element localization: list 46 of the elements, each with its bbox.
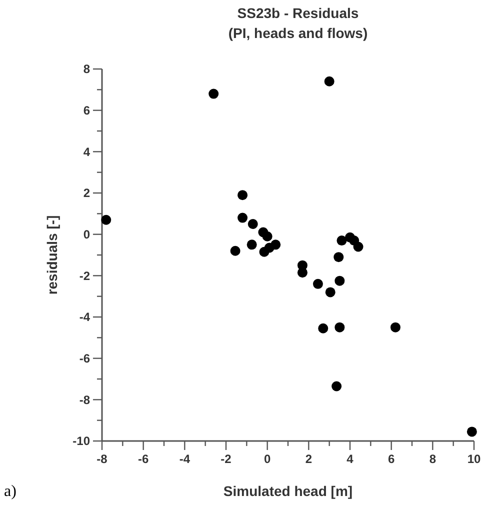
x-tick-label: -2 <box>220 452 232 466</box>
point <box>353 242 364 252</box>
x-tick-label: 0 <box>264 452 271 466</box>
point <box>390 322 400 332</box>
x-tick-label: -6 <box>138 452 149 466</box>
point <box>264 242 274 253</box>
y-axis-title: residuals [-] <box>44 215 60 295</box>
y-tick-label: 0 <box>83 228 90 242</box>
y-tick-label: -6 <box>79 352 90 366</box>
point <box>334 276 345 286</box>
point <box>297 268 308 278</box>
point <box>208 88 219 99</box>
point <box>238 212 248 223</box>
x-tick-label: 6 <box>388 452 395 466</box>
point <box>248 219 258 229</box>
x-tick-label: 2 <box>305 452 312 466</box>
point <box>312 278 323 289</box>
point <box>230 246 240 256</box>
point <box>325 287 336 298</box>
point <box>334 252 344 262</box>
y-tick-label: -10 <box>72 434 90 448</box>
point <box>318 323 328 334</box>
point <box>332 381 342 392</box>
point <box>466 426 477 437</box>
y-tick-label: 4 <box>83 144 90 159</box>
point <box>246 240 257 250</box>
y-tick-label: 2 <box>83 186 90 200</box>
point <box>334 322 345 332</box>
x-tick-label: 4 <box>346 452 354 466</box>
x-axis-title: Simulated head [m] <box>223 483 353 499</box>
y-tick-label: 8 <box>83 62 90 76</box>
x-tick-label: -4 <box>179 452 190 466</box>
y-tick-label: -8 <box>79 392 90 407</box>
point <box>324 76 334 86</box>
point <box>336 236 347 246</box>
chart-title: SS23b - Residuals (PI, heads and flows) <box>228 5 368 41</box>
point <box>262 231 272 242</box>
y-tick-label: -4 <box>79 310 90 324</box>
x-tick-label: 10 <box>467 452 481 466</box>
text: a) <box>4 483 16 500</box>
point <box>101 214 112 225</box>
y-tick-label: 6 <box>83 104 90 118</box>
x-tick-label: -8 <box>96 452 108 466</box>
point <box>238 190 248 200</box>
x-tick-label: 8 <box>429 452 436 466</box>
y-tick-label: -2 <box>79 268 90 283</box>
